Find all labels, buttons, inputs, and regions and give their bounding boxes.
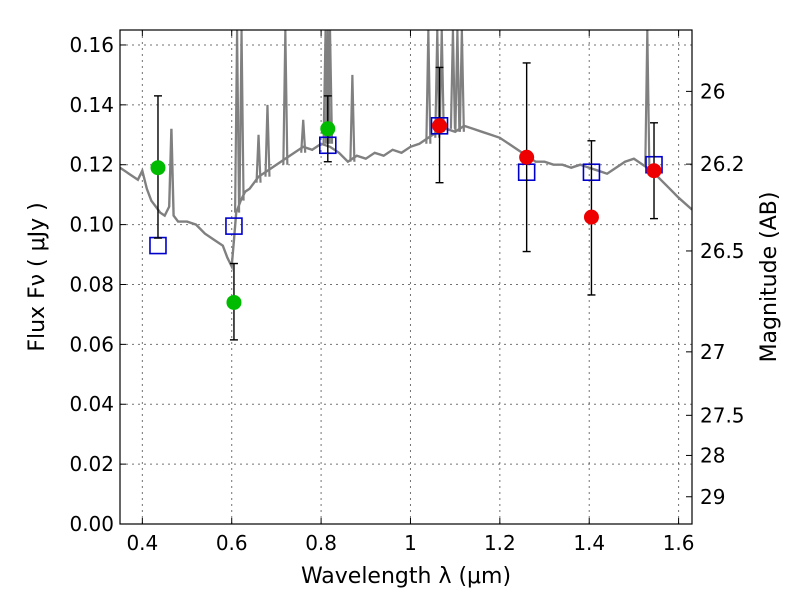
emission-spike xyxy=(255,134,262,183)
observed-point xyxy=(432,118,448,134)
y-tick-label: 0.10 xyxy=(69,213,114,237)
observed-point xyxy=(226,294,242,310)
observed-point xyxy=(646,163,662,179)
emission-spike xyxy=(349,74,356,162)
y2-tick-label: 28 xyxy=(700,443,725,467)
x-tick-label: 1.6 xyxy=(663,531,695,555)
observed-point xyxy=(150,160,166,176)
x-tick-label: 0.8 xyxy=(305,531,337,555)
plot-frame xyxy=(119,29,693,525)
x-axis-title: Wavelength λ (μm) xyxy=(301,564,511,589)
emission-spike xyxy=(233,30,241,213)
emission-spike xyxy=(458,30,465,132)
y2-tick-label: 26 xyxy=(700,79,725,103)
emission-spike xyxy=(425,30,432,144)
y2-tick-label: 29 xyxy=(700,485,725,509)
emission-spike xyxy=(644,30,651,165)
grid-lines xyxy=(120,30,692,524)
observed-point xyxy=(519,149,535,165)
y-tick-label: 0.16 xyxy=(69,33,114,57)
emission-spike xyxy=(238,30,245,201)
y-tick-label: 0.02 xyxy=(69,452,114,476)
y-axis-left: 0.00 0.02 0.04 0.06 0.08 0.10 0.12 0.14 0.16 xyxy=(69,33,126,536)
spectrum-line xyxy=(120,124,692,271)
y-axis-right: 26 26.2 26.5 27 27.5 28 29 xyxy=(686,79,745,509)
x-tick-label: 1.4 xyxy=(573,531,605,555)
x-tick-label: 1 xyxy=(404,531,417,555)
y-axis-title: Flux Fν ( μJy ) xyxy=(25,202,50,351)
y-tick-label: 0.06 xyxy=(69,332,114,356)
y-tick-label: 0.00 xyxy=(69,512,114,536)
emission-spike xyxy=(264,104,271,177)
model-photometry-square xyxy=(149,236,167,255)
y2-tick-label: 26.5 xyxy=(700,239,745,263)
y2-axis-title: Magnitude (AB) xyxy=(757,192,782,363)
emission-spike xyxy=(434,30,441,138)
x-tick-label: 0.6 xyxy=(216,531,248,555)
observed-point xyxy=(583,209,599,225)
emission-spike xyxy=(300,119,307,153)
y2-tick-label: 27.5 xyxy=(700,403,745,427)
emission-spike xyxy=(326,30,334,144)
x-axis: 0.4 0.6 0.8 1 1.2 1.4 1.6 xyxy=(126,30,695,555)
emission-spike xyxy=(454,30,461,132)
y-tick-label: 0.08 xyxy=(69,272,114,296)
emission-spike xyxy=(449,30,457,129)
y-tick-label: 0.04 xyxy=(69,392,114,416)
model-photometry-square xyxy=(225,217,243,235)
x-tick-label: 1.2 xyxy=(484,531,516,555)
plot-area xyxy=(120,30,692,341)
observed-point xyxy=(320,121,336,137)
y-tick-label: 0.14 xyxy=(69,93,114,117)
y2-tick-label: 27 xyxy=(700,340,725,364)
y2-tick-label: 26.2 xyxy=(700,152,745,176)
emission-spike xyxy=(282,30,289,165)
emission-spike xyxy=(438,30,445,132)
y-tick-label: 0.12 xyxy=(69,153,114,177)
x-tick-label: 0.4 xyxy=(126,531,158,555)
